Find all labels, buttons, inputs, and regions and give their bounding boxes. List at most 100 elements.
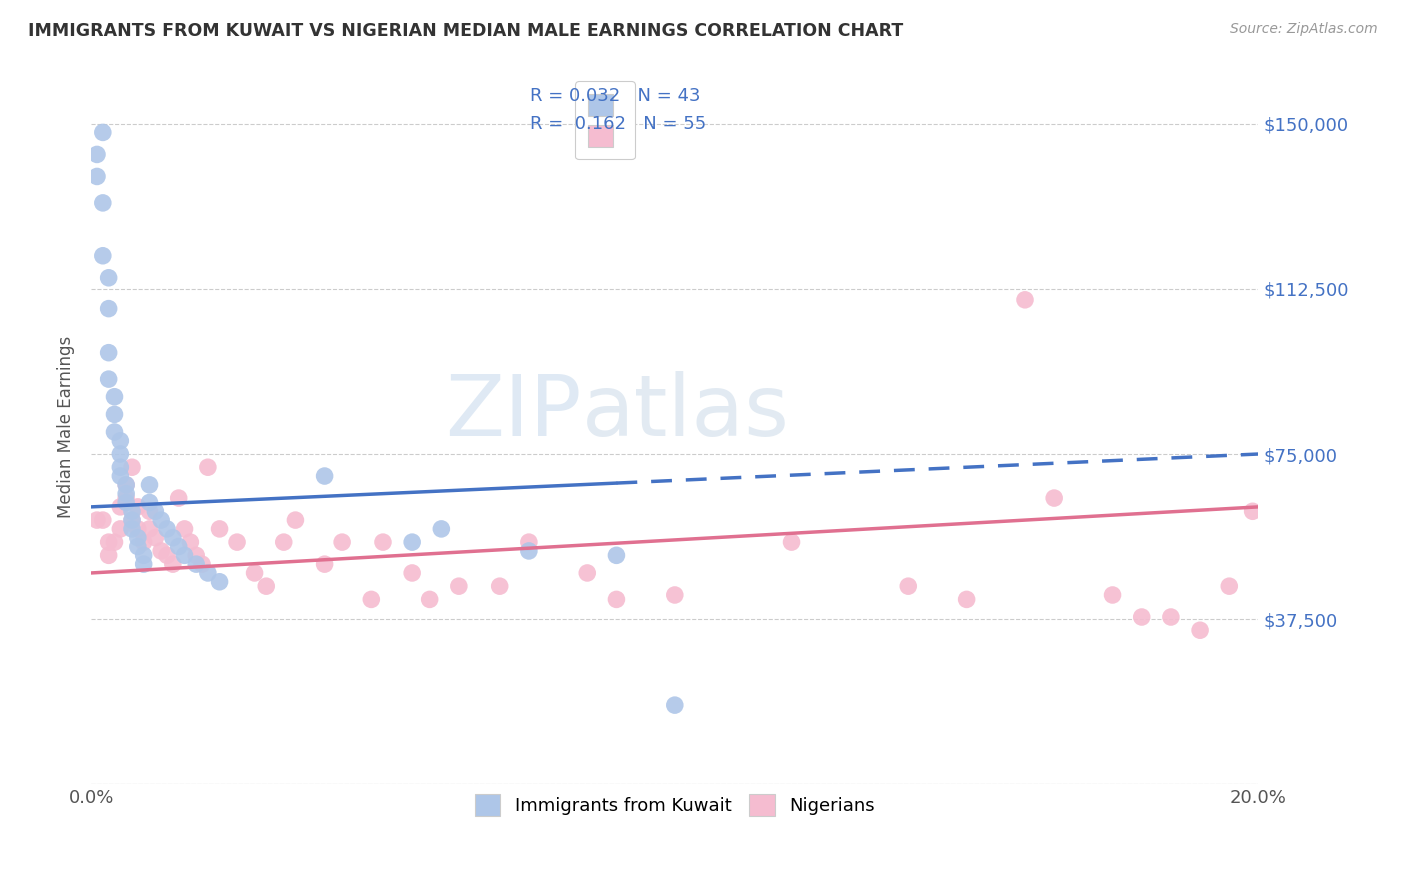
Point bbox=[97, 270, 120, 285]
Point bbox=[243, 566, 266, 580]
Point bbox=[110, 500, 132, 514]
Point bbox=[576, 566, 599, 580]
Point bbox=[138, 522, 160, 536]
Point bbox=[191, 557, 214, 571]
Y-axis label: Median Male Earnings: Median Male Earnings bbox=[58, 335, 75, 517]
Point bbox=[167, 491, 190, 505]
Point bbox=[517, 535, 540, 549]
Legend: Immigrants from Kuwait, Nigerians: Immigrants from Kuwait, Nigerians bbox=[465, 786, 884, 825]
Point bbox=[605, 592, 627, 607]
Point bbox=[156, 549, 179, 563]
Point bbox=[401, 535, 423, 549]
Point bbox=[1043, 491, 1066, 505]
Point bbox=[110, 447, 132, 461]
Point bbox=[103, 425, 125, 439]
Point bbox=[780, 535, 803, 549]
Point bbox=[97, 535, 120, 549]
Point bbox=[1101, 588, 1123, 602]
Point bbox=[138, 504, 160, 518]
Point bbox=[173, 522, 195, 536]
Point bbox=[115, 495, 138, 509]
Point bbox=[132, 557, 155, 571]
Point bbox=[1241, 504, 1264, 518]
Point bbox=[115, 478, 138, 492]
Point bbox=[226, 535, 249, 549]
Point bbox=[86, 169, 108, 184]
Point bbox=[419, 592, 441, 607]
Point bbox=[150, 513, 173, 527]
Point bbox=[208, 574, 231, 589]
Point bbox=[110, 460, 132, 475]
Point bbox=[97, 372, 120, 386]
Point bbox=[132, 549, 155, 563]
Point bbox=[371, 535, 394, 549]
Point bbox=[488, 579, 510, 593]
Point bbox=[186, 549, 208, 563]
Point bbox=[330, 535, 353, 549]
Point bbox=[110, 469, 132, 483]
Point bbox=[103, 535, 125, 549]
Point bbox=[143, 531, 166, 545]
Point bbox=[186, 557, 208, 571]
Point bbox=[115, 478, 138, 492]
Point bbox=[664, 588, 686, 602]
Point bbox=[173, 549, 195, 563]
Point bbox=[1130, 610, 1153, 624]
Text: atlas: atlas bbox=[582, 371, 789, 454]
Point bbox=[197, 460, 219, 475]
Point bbox=[401, 566, 423, 580]
Point bbox=[447, 579, 470, 593]
Point bbox=[121, 504, 143, 518]
Point bbox=[121, 522, 143, 536]
Point bbox=[91, 195, 114, 210]
Point bbox=[127, 531, 149, 545]
Point bbox=[127, 500, 149, 514]
Point bbox=[273, 535, 295, 549]
Point bbox=[121, 460, 143, 475]
Point bbox=[208, 522, 231, 536]
Point bbox=[197, 566, 219, 580]
Text: IMMIGRANTS FROM KUWAIT VS NIGERIAN MEDIAN MALE EARNINGS CORRELATION CHART: IMMIGRANTS FROM KUWAIT VS NIGERIAN MEDIA… bbox=[28, 22, 904, 40]
Point bbox=[1014, 293, 1036, 307]
Point bbox=[162, 531, 184, 545]
Point bbox=[103, 390, 125, 404]
Point bbox=[110, 434, 132, 448]
Point bbox=[127, 540, 149, 554]
Point bbox=[162, 557, 184, 571]
Point bbox=[138, 495, 160, 509]
Text: R =  0.162   N = 55: R = 0.162 N = 55 bbox=[530, 115, 706, 134]
Point bbox=[127, 522, 149, 536]
Point bbox=[314, 557, 336, 571]
Point bbox=[314, 469, 336, 483]
Point bbox=[360, 592, 382, 607]
Text: ZIP: ZIP bbox=[444, 371, 582, 454]
Point bbox=[156, 522, 179, 536]
Point bbox=[91, 125, 114, 139]
Point bbox=[517, 544, 540, 558]
Point bbox=[956, 592, 979, 607]
Point bbox=[97, 345, 120, 359]
Point bbox=[605, 549, 627, 563]
Text: Source: ZipAtlas.com: Source: ZipAtlas.com bbox=[1230, 22, 1378, 37]
Point bbox=[254, 579, 277, 593]
Point bbox=[97, 301, 120, 316]
Point bbox=[1160, 610, 1182, 624]
Point bbox=[103, 408, 125, 422]
Point bbox=[284, 513, 307, 527]
Point bbox=[97, 549, 120, 563]
Point bbox=[143, 504, 166, 518]
Point bbox=[110, 522, 132, 536]
Point bbox=[115, 486, 138, 500]
Point bbox=[897, 579, 920, 593]
Point bbox=[167, 540, 190, 554]
Point bbox=[121, 513, 143, 527]
Point bbox=[1218, 579, 1240, 593]
Point bbox=[86, 147, 108, 161]
Point bbox=[138, 478, 160, 492]
Point bbox=[86, 513, 108, 527]
Point bbox=[664, 698, 686, 713]
Point bbox=[115, 491, 138, 505]
Point bbox=[121, 513, 143, 527]
Point bbox=[91, 513, 114, 527]
Point bbox=[150, 544, 173, 558]
